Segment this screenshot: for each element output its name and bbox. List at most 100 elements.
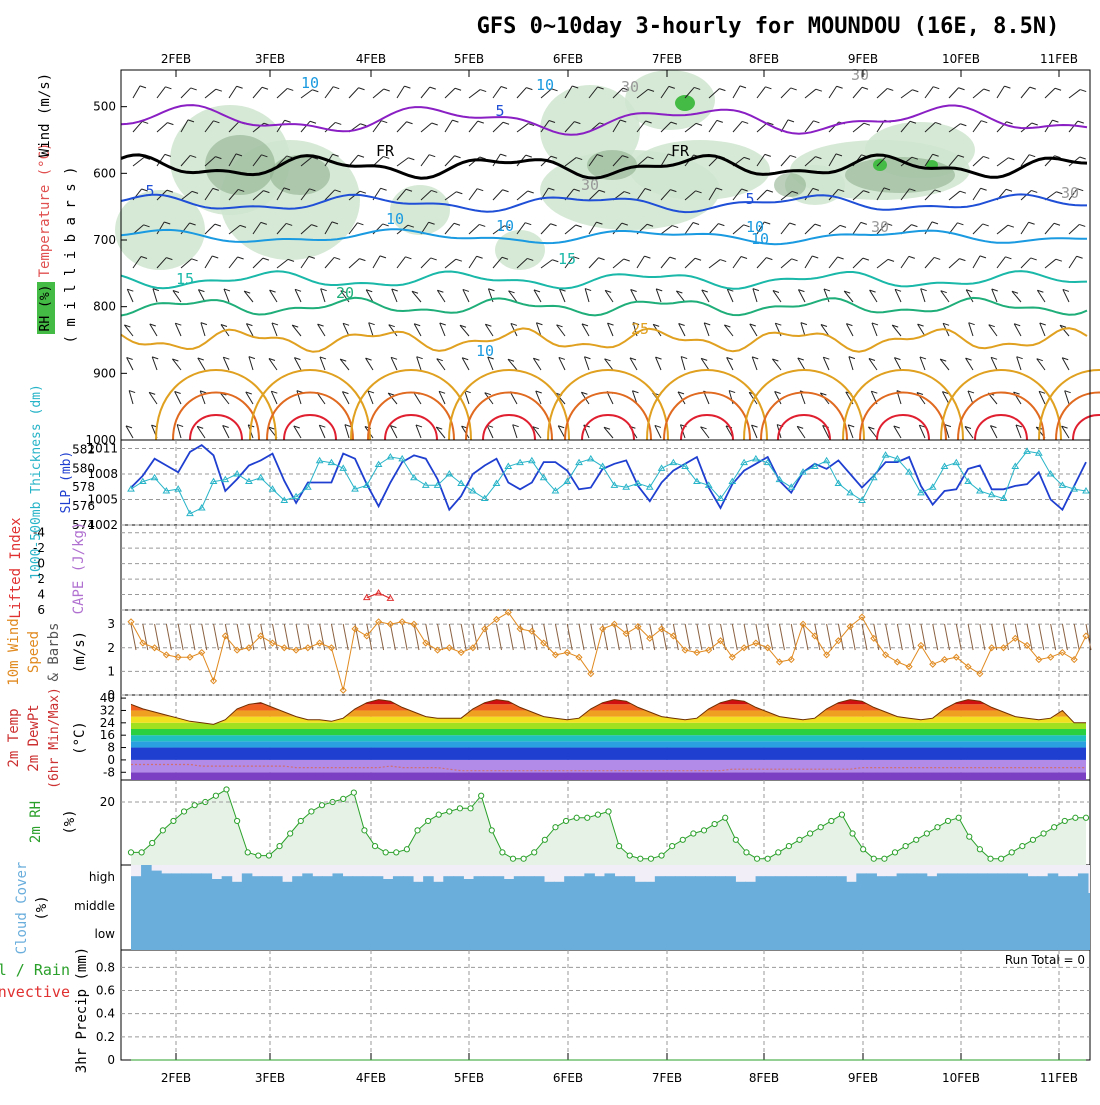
y-tick-rh: 20: [100, 795, 115, 809]
wind-barb: [512, 424, 518, 439]
wind-barb: [972, 156, 984, 167]
rh2m-point: [573, 814, 580, 821]
wind-barb-flag: [920, 288, 927, 292]
wind-barb-flag: [862, 257, 870, 261]
wind10-barb: [932, 623, 939, 651]
wind-barb-flag: [622, 155, 629, 159]
cloud-high-bar: [997, 873, 1008, 893]
wind-barb-flag: [248, 356, 256, 360]
wind-barb-flag: [848, 424, 855, 428]
cloud-high-bar: [957, 873, 968, 893]
wind-barb: [772, 290, 782, 303]
wind-barb-flag: [390, 356, 398, 360]
wind-barb: [996, 121, 1007, 133]
wind-barb: [411, 290, 422, 303]
wind-barb: [660, 189, 671, 201]
wind-barb-flag: [380, 187, 387, 191]
cloud-high-bar: [886, 876, 898, 893]
wind-barb: [149, 323, 158, 337]
cloud-high-bar: [725, 876, 736, 893]
surface-isotherm-arch: [743, 369, 865, 441]
wind-barb: [987, 392, 998, 405]
wind-barb: [204, 223, 216, 235]
wind-barb-flag: [739, 85, 747, 89]
wind-barb-flag: [892, 324, 899, 328]
wind-barb: [341, 391, 350, 405]
wind-barb-flag: [143, 224, 150, 228]
wind-barb-flag: [835, 153, 843, 157]
wind-barb-flag: [814, 223, 822, 227]
wind-barb: [492, 153, 501, 167]
slp-series-line: [130, 443, 1087, 512]
wind-barb-flag: [287, 87, 294, 91]
wind-barb: [996, 224, 1009, 235]
wind-barb: [228, 189, 239, 201]
wind-barb-flag: [668, 85, 675, 89]
wind-barb-flag: [654, 424, 662, 428]
rh2m-point: [594, 811, 601, 818]
wind-barb: [876, 88, 888, 99]
wind-barb-flag: [332, 153, 339, 157]
thickness-point: [1011, 462, 1020, 469]
wind-barb-flag: [263, 190, 270, 194]
wind-barb: [876, 187, 885, 201]
cloud-high-bar: [493, 876, 505, 893]
contour-label: 5: [145, 182, 154, 200]
thickness-point: [751, 454, 760, 462]
y-tick-cloud: low: [95, 927, 116, 941]
wind-barb-flag: [320, 288, 327, 292]
wind-barb-flag: [871, 390, 878, 394]
wind-barb: [367, 390, 374, 405]
wind-barb: [1020, 257, 1032, 269]
wind-barb: [324, 122, 336, 133]
surface-isotherm-arch: [482, 414, 536, 441]
wind-barb-flag: [550, 155, 558, 159]
isotherm-5: [120, 193, 1087, 214]
thickness-point: [716, 494, 725, 502]
cloud-high-bar: [755, 876, 767, 893]
y-tick-pressure: 500: [93, 100, 116, 114]
wind-barb-flag: [535, 390, 542, 394]
wind-barb: [228, 121, 240, 133]
cloud-high-bar: [926, 876, 938, 893]
rh2m-area: [131, 789, 1086, 865]
wind-barb-flag: [1064, 390, 1071, 394]
wind-barb-flag: [629, 357, 637, 361]
ylabel-wind10-2: Speed: [26, 631, 42, 673]
wind-barb: [917, 323, 926, 337]
panel-frame-slp: [120, 439, 1091, 526]
cloud-high-bar: [523, 876, 535, 893]
thickness-point: [551, 487, 560, 494]
wind-barb-flag: [596, 154, 604, 158]
wind-barb: [924, 189, 936, 201]
wind-barb-flag: [1030, 257, 1037, 261]
wind-barb: [677, 391, 686, 405]
wind-barb: [1015, 424, 1022, 439]
wind-barb: [372, 156, 384, 167]
wind-barb: [920, 288, 926, 303]
surface-isotherm-arch: [1072, 414, 1100, 441]
wind-barb-flag: [716, 119, 723, 123]
wind-barb: [636, 188, 646, 201]
rh2m-point: [265, 852, 273, 859]
cloud-high-bar: [564, 876, 575, 893]
wind10-barb: [649, 623, 656, 651]
thickness-point: [846, 488, 855, 496]
thickness-point: [563, 477, 572, 485]
wind-barb-flag: [775, 322, 782, 326]
y-tick-thickness: 580: [72, 461, 95, 475]
wind-barb-flag: [812, 187, 819, 191]
wind-barb-flag: [382, 223, 389, 227]
wind-barb: [660, 153, 669, 167]
wind-barb-flag: [647, 88, 655, 92]
wind-barb-flag: [848, 356, 856, 360]
wind-barb-flag: [431, 122, 438, 126]
wind-barb-flag: [676, 290, 683, 294]
contour-label: FR: [376, 142, 395, 160]
rh2m-point: [414, 827, 421, 834]
wind-barb: [248, 356, 254, 371]
wind-barb-flag: [720, 259, 727, 263]
cloud-high-bar: [272, 876, 283, 893]
wind-barb: [588, 154, 598, 167]
wind-barb: [204, 188, 214, 201]
